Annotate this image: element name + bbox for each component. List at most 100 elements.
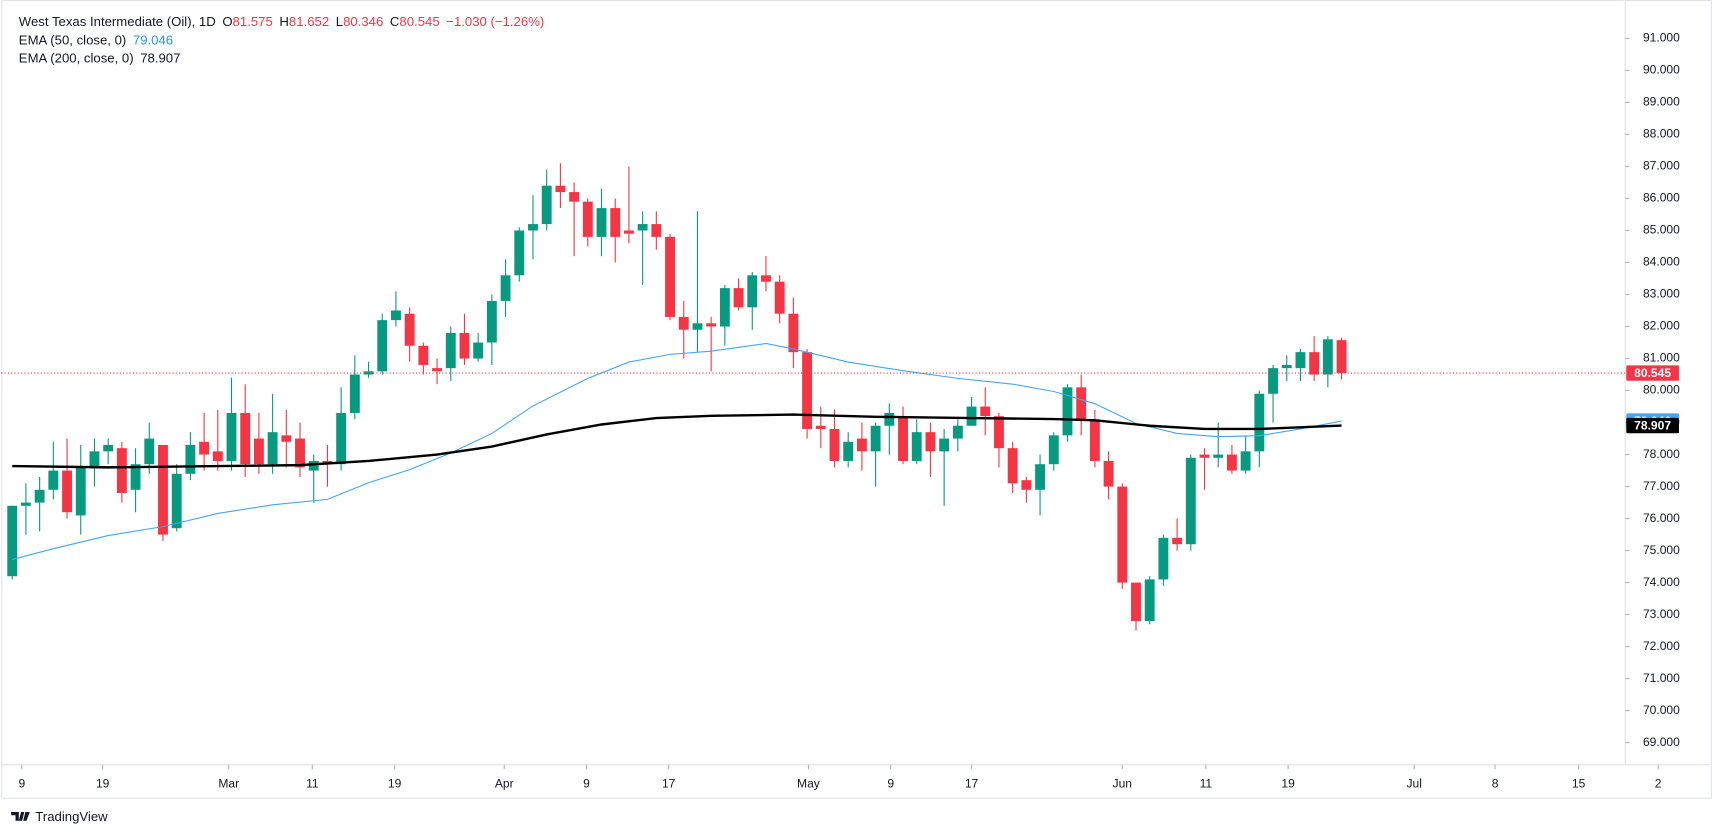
x-tick-label: 17	[662, 777, 676, 791]
candle-body	[363, 371, 374, 375]
candle-body	[171, 473, 182, 529]
y-tick-label: 74.000	[1643, 575, 1680, 589]
legend-ema200: EMA (200, close, 0) 78.907	[19, 51, 181, 66]
candle-body	[48, 470, 59, 490]
x-tick-label: 9	[18, 777, 25, 791]
y-tick-label: 75.000	[1643, 543, 1680, 557]
candle-body	[62, 470, 72, 513]
candle-body	[555, 185, 566, 193]
candle-body	[7, 505, 18, 577]
candle-body	[994, 416, 1004, 449]
candle-body	[89, 451, 100, 468]
indicator-value: 78.907	[140, 51, 180, 66]
candle-body	[843, 441, 854, 461]
ohlc-key: L	[336, 15, 343, 30]
logo	[11, 811, 30, 821]
x-tick-label: Mar	[218, 777, 239, 791]
candle-body	[445, 332, 456, 369]
indicator-name: EMA (200, close, 0)	[19, 51, 134, 66]
change: −1.030 (−1.26%)	[446, 15, 544, 30]
y-tick-label: 73.000	[1643, 607, 1680, 621]
x-tick-label: 15	[1572, 777, 1586, 791]
candle-body	[267, 432, 278, 465]
candle-body	[884, 412, 895, 426]
y-tick-label: 71.000	[1643, 671, 1680, 685]
candle-body	[528, 224, 538, 231]
candle-body	[1089, 419, 1100, 461]
candle-body	[473, 342, 484, 359]
watermark: TradingView	[11, 809, 108, 824]
x-tick-label: 2	[1655, 777, 1662, 791]
candle-body	[911, 432, 922, 461]
candle-body	[1035, 464, 1046, 490]
x-tick-label: Jul	[1406, 777, 1421, 791]
candle-body	[1295, 352, 1306, 369]
candle-body	[541, 185, 552, 225]
candle-body	[308, 460, 319, 471]
candle-body	[158, 444, 168, 535]
ohlc-key: O	[222, 15, 232, 30]
x-tick-label: 19	[388, 777, 402, 791]
candle-body	[418, 345, 429, 365]
x-tick-label: 19	[96, 777, 110, 791]
candle-body	[952, 425, 963, 439]
candle-body	[75, 467, 86, 516]
candle-body	[1226, 454, 1237, 471]
indicator-value: 79.046	[133, 33, 173, 48]
chart-frame	[1, 0, 1712, 799]
candle-body	[1185, 457, 1196, 545]
price-badge	[1626, 365, 1679, 381]
price-badge-label: 78.907	[1634, 418, 1671, 432]
candles-layer	[7, 163, 1347, 631]
y-tick-label: 85.000	[1643, 223, 1680, 237]
x-tick-label: Apr	[495, 777, 514, 791]
candle-body	[1117, 486, 1128, 583]
candle-body	[253, 438, 264, 465]
candle-body	[20, 502, 31, 506]
x-tick-label: 9	[583, 777, 590, 791]
candle-body	[377, 320, 388, 372]
price-badge	[1626, 417, 1679, 434]
x-tick-label: 19	[1281, 777, 1295, 791]
y-tick-label: 80.000	[1643, 383, 1680, 397]
candle-body	[747, 275, 758, 308]
candle-body	[500, 275, 511, 301]
watermark-text: TradingView	[35, 809, 108, 824]
y-tick-label: 86.000	[1643, 191, 1680, 205]
price-badge-label: 80.545	[1634, 366, 1671, 380]
y-tick-label: 76.000	[1643, 511, 1680, 525]
candle-body	[1007, 448, 1018, 484]
x-tick-label: 8	[1492, 777, 1499, 791]
candle-body	[569, 192, 580, 202]
candle-body	[1172, 537, 1183, 545]
candle-body	[925, 432, 936, 452]
candle-body	[185, 444, 196, 474]
candle-body	[103, 444, 114, 452]
candle-body	[1144, 579, 1155, 622]
ohlc-value: 80.346	[343, 15, 383, 30]
y-tick-label: 70.000	[1643, 703, 1680, 717]
candle-body	[404, 313, 415, 346]
candle-body	[240, 412, 251, 465]
candle-body	[1268, 368, 1278, 394]
candle-body	[678, 316, 689, 330]
ohlc-value: 80.545	[399, 15, 439, 30]
candle-body	[212, 451, 223, 461]
candle-body	[1309, 352, 1320, 375]
candle-body	[1322, 339, 1333, 375]
candle-body	[514, 230, 525, 276]
axis-layer: 69.000 70.000 71.000 72.000 73.000 74.000 75.0…	[18, 31, 1680, 791]
ohlc-key: H	[279, 15, 289, 30]
y-tick-label: 77.000	[1643, 479, 1680, 493]
y-tick-label: 90.000	[1643, 63, 1680, 77]
x-tick-label: 11	[306, 777, 319, 791]
y-tick-label: 78.000	[1643, 447, 1680, 461]
candle-body	[815, 425, 826, 429]
candle-body	[733, 288, 744, 308]
candle-body	[349, 374, 360, 413]
x-tick-label: Jun	[1113, 777, 1132, 791]
candle-body	[761, 275, 771, 282]
candle-body	[1021, 480, 1032, 490]
legend-ema50: EMA (50, close, 0) 79.046	[19, 33, 173, 48]
candle-body	[1281, 364, 1292, 369]
